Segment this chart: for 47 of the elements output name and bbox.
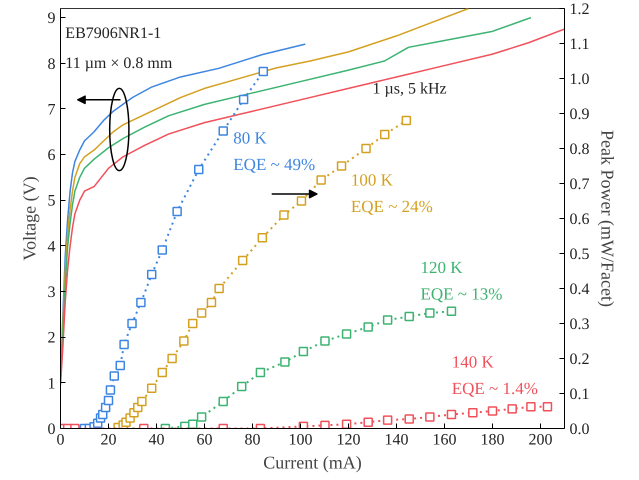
y2-tick-label: 1.0 bbox=[570, 71, 590, 88]
y-axis-title: Voltage (V) bbox=[20, 176, 40, 261]
y2-tick-label: 1.1 bbox=[570, 36, 590, 53]
y2-tick-label: 0.2 bbox=[570, 351, 590, 368]
y2-tick-label: 0.5 bbox=[570, 246, 590, 263]
y-tick-label: 2 bbox=[48, 330, 56, 347]
text: 140 K bbox=[452, 352, 494, 372]
x-tick-label: 160 bbox=[432, 432, 456, 448]
y-tick-label: 5 bbox=[48, 192, 56, 210]
x-tick-label: 20 bbox=[100, 432, 116, 448]
annotation: 1 µs, 5 kHz bbox=[372, 80, 447, 98]
y2-tick-label: 0.1 bbox=[570, 386, 590, 403]
y2-tick-label: 0.3 bbox=[570, 316, 590, 333]
annotation: EQE ~ 24% bbox=[350, 196, 433, 216]
x-tick-label: 100 bbox=[288, 432, 312, 448]
y2-tick-label: 0.7 bbox=[570, 176, 590, 193]
y2-tick-label: 0.4 bbox=[570, 281, 590, 298]
y-tick-label: 8 bbox=[48, 56, 56, 73]
y-tick-label: 9 bbox=[48, 10, 56, 28]
y2-tick-label: 0.0 bbox=[570, 421, 590, 438]
x-tick-label: 80 bbox=[244, 432, 260, 448]
annotation: EQE ~ 49% bbox=[233, 154, 316, 174]
y2-tick-label: 0.6 bbox=[570, 211, 590, 228]
x-axis-title: Current (mA) bbox=[263, 452, 362, 472]
annotation: EQE ~ 1.4% bbox=[452, 378, 538, 398]
y2-tick-label: 0.9 bbox=[570, 106, 590, 123]
x-tick-label: 200 bbox=[528, 432, 552, 448]
series-label: 120 K bbox=[420, 258, 464, 277]
x-tick-label: 140 bbox=[384, 432, 408, 448]
y-tick-label: 0 bbox=[48, 421, 56, 438]
y2-tick-label: 1.2 bbox=[570, 1, 590, 18]
x-tick-label: 40 bbox=[148, 432, 164, 448]
series-label: 80 K bbox=[233, 128, 268, 148]
y-tick-label: 7 bbox=[48, 101, 56, 118]
x-tick-label: 60 bbox=[196, 432, 212, 448]
y-tick-label: 1 bbox=[48, 375, 56, 392]
annotation: 11 µm × 0.8 mm bbox=[65, 54, 173, 72]
annotation: EB7906NR1-1 bbox=[65, 25, 162, 42]
y-tick-label: 3 bbox=[48, 284, 56, 302]
y2-axis-title: Peak Power (mW/Facet) bbox=[598, 130, 618, 307]
y-tick-label: 4 bbox=[48, 238, 56, 256]
x-tick-label: 180 bbox=[480, 432, 504, 448]
annotation: EQE ~ 13% bbox=[420, 284, 502, 304]
y2-tick-label: 0.8 bbox=[570, 141, 590, 158]
x-tick-label: 120 bbox=[336, 432, 360, 448]
series-label: 100 K bbox=[350, 170, 394, 190]
y-tick-label: 6 bbox=[48, 147, 56, 164]
